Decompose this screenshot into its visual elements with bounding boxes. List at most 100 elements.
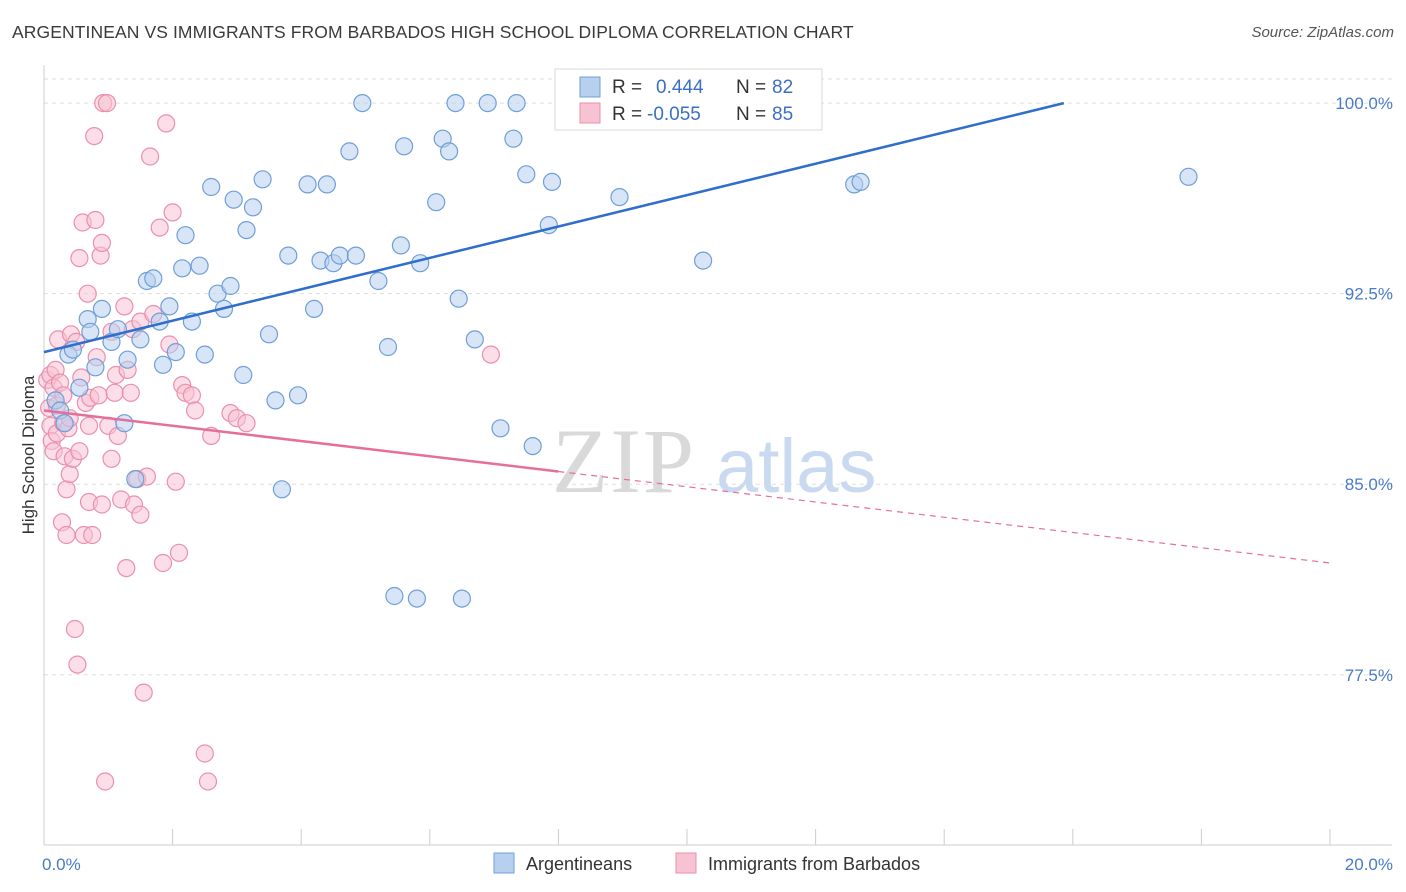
barbados-point [131,505,150,524]
argentinean-point [259,325,279,344]
argentinean-point [478,93,497,113]
barbados-point [102,449,121,468]
barbados-point [68,655,87,674]
barbados-point [92,495,112,514]
argentinean-point [507,93,526,113]
barbados-trendline-dashed [558,470,1331,564]
barbados-trendline-solid [43,409,559,473]
barbados-point [92,233,112,252]
barbados-point [57,525,76,545]
argentinean-point [407,589,426,608]
argentinean-point [272,480,291,499]
trend-layer [43,101,1331,564]
barbados-point [481,345,500,364]
argentinean-point [452,589,471,608]
barbados-point [83,525,102,545]
argentinean-point [153,355,173,374]
watermark-atlas: atlas [716,424,877,509]
series-legend: Argentineans Immigrants from Barbados [493,852,920,874]
argentinean-point [166,343,185,362]
argentinean-point [346,246,365,265]
barbados-point [166,472,185,491]
legend-pink-r-label: R = [612,104,642,125]
argentinean-point [305,299,324,318]
argentinean-point [851,172,870,191]
argentinean-point [693,251,713,270]
argentinean-point [411,254,430,273]
series-argentineans-points [46,93,1198,608]
argentinean-point [131,330,150,349]
argentinean-point [504,129,523,148]
legend-pink-n-label: N = [736,104,766,125]
barbados-point [169,543,189,562]
argentinean-point [440,142,459,161]
argentinean-point [517,165,536,184]
bottom-legend-pink-label: Immigrants from Barbados [708,854,920,874]
argentinean-point [243,198,263,217]
legend-pink-n-value: 85 [772,104,793,125]
argentinean-point [279,246,298,265]
barbados-point [237,414,256,433]
barbados-point [157,114,176,133]
x-tick-label-min: 0.0% [42,855,81,874]
argentinean-point [234,365,253,385]
argentinean-point [126,470,145,489]
y-tick-label: 85.0% [1345,475,1393,494]
argentinean-point [195,345,214,364]
barbados-point [163,203,182,222]
barbados-point [121,383,140,402]
barbados-point [186,401,205,420]
argentinean-point [173,259,192,278]
argentinean-point [70,378,89,397]
legend-blue-r-label: R = [612,77,642,98]
watermark-zip: ZIP [552,410,696,512]
barbados-point [141,147,160,166]
argentinean-point [118,350,137,369]
barbados-point [89,386,108,405]
argentinean-point [160,297,179,316]
argentinean-point [330,246,349,265]
argentinean-point [190,256,209,275]
argentinean-point [221,276,240,296]
barbados-point [70,442,89,461]
argentinean-point [378,337,398,357]
barbados-point [105,383,124,402]
argentinean-point [176,226,195,245]
y-tick-label: 77.5% [1345,666,1393,685]
argentinean-point [298,175,317,194]
argentinean-point [92,299,112,318]
barbados-point [60,465,79,484]
argentinean-point [253,170,272,189]
barbados-point [79,416,99,435]
chart-title: ARGENTINEAN VS IMMIGRANTS FROM BARBADOS … [12,22,854,42]
argentinean-point [395,137,414,156]
argentinean-point [1179,167,1198,186]
barbados-point [153,553,173,573]
argentinean-point [427,193,446,212]
axis-layer: 77.5% 85.0% 92.5% 100.0% 0.0% 20.0% [42,65,1393,874]
barbados-point [78,284,97,303]
argentinean-point [491,419,510,438]
argentinean-point [237,221,256,240]
x-tick-label-max: 20.0% [1345,855,1393,874]
y-tick-label: 100.0% [1335,94,1393,113]
barbados-point [70,249,89,268]
chart-source: Source: ZipAtlas.com [1251,24,1394,41]
argentinean-point [446,93,465,113]
legend-blue-swatch [579,76,601,98]
argentinean-point [340,142,359,161]
y-axis-label: High School Diploma [19,375,38,534]
legend-blue-r-value: 0.444 [656,77,704,98]
argentinean-point [81,322,100,341]
barbados-point [57,480,76,499]
legend-pink-swatch [579,102,601,124]
barbados-point [115,297,134,316]
series-barbados-points [38,93,500,791]
barbados-point [86,210,105,230]
argentinean-point [385,586,404,606]
legend-pink-r-value: -0.055 [647,104,701,125]
argentinean-point [55,414,74,433]
argentinean-point [86,358,105,377]
barbados-point [150,218,169,237]
